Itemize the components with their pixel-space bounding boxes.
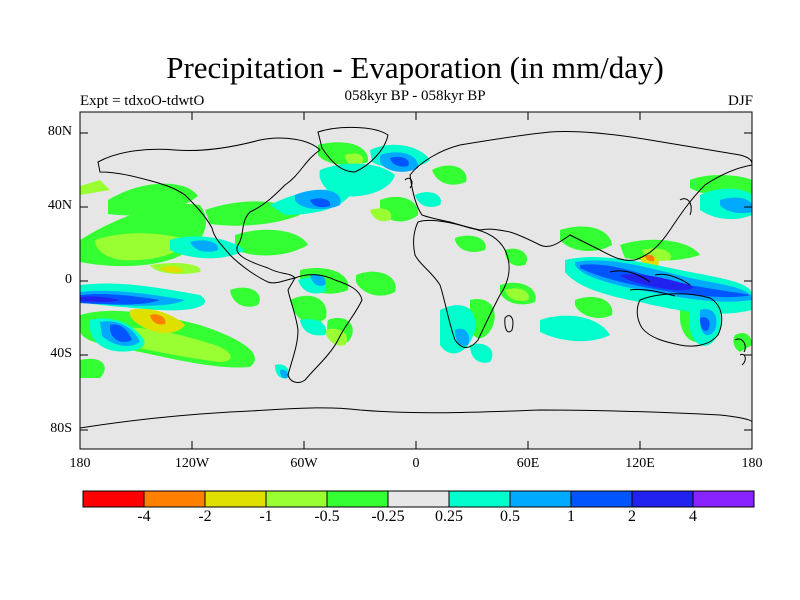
colorbar-label: 0.5 xyxy=(500,508,520,525)
colorbar-label: -0.25 xyxy=(371,508,405,525)
colorbar-label: 4 xyxy=(689,508,697,525)
orange-regions xyxy=(150,254,655,325)
lon-label-60w: 60W xyxy=(290,456,318,471)
colorbar-swatch xyxy=(265,490,328,508)
experiment-label: Expt = tdxoO-tdwtO xyxy=(80,93,205,109)
coastlines xyxy=(80,126,752,429)
lon-label-60e: 60E xyxy=(516,456,540,471)
darkblue-regions xyxy=(80,274,693,302)
colorbar-swatch xyxy=(570,490,633,508)
colorbar-swatch xyxy=(631,490,694,508)
lat-label-40n: 40N xyxy=(47,198,72,213)
lat-label-80s: 80S xyxy=(50,421,72,436)
season-label: DJF xyxy=(727,93,753,109)
colorbar-swatch xyxy=(692,490,755,508)
tick-marks xyxy=(80,112,752,449)
lon-label-120e: 120E xyxy=(625,456,655,471)
colorbar-label: -2 xyxy=(198,508,212,525)
colorbar-label: -4 xyxy=(137,508,151,525)
lat-label-40s: 40S xyxy=(50,346,72,361)
map-subtitle: 058kyr BP - 058kyr BP xyxy=(344,88,486,104)
colorbar-swatch xyxy=(82,490,145,508)
colorbar-swatch xyxy=(387,490,450,508)
colorbar-label: -1 xyxy=(259,508,273,525)
colorbar-label: 2 xyxy=(628,508,636,525)
colorbar-label: 1 xyxy=(567,508,575,525)
lon-label-180w: 180 xyxy=(69,456,91,471)
colorbar-swatch xyxy=(448,490,511,508)
lon-label-180e: 180 xyxy=(741,456,763,471)
lon-label-0: 0 xyxy=(412,456,420,471)
colorbar-swatch xyxy=(204,490,267,508)
colorbar xyxy=(82,490,755,508)
colorbar-swatch xyxy=(509,490,572,508)
lon-label-120w: 120W xyxy=(174,456,210,471)
colorbar-swatch xyxy=(143,490,206,508)
lat-label-0: 0 xyxy=(65,272,72,287)
lat-label-80n: 80N xyxy=(47,124,72,139)
colorbar-label: -0.5 xyxy=(314,508,340,525)
colorbar-label: 0.25 xyxy=(435,508,463,525)
map-title: Precipitation - Evaporation (in mm/day) xyxy=(166,50,664,85)
colorbar-swatch xyxy=(326,490,389,508)
